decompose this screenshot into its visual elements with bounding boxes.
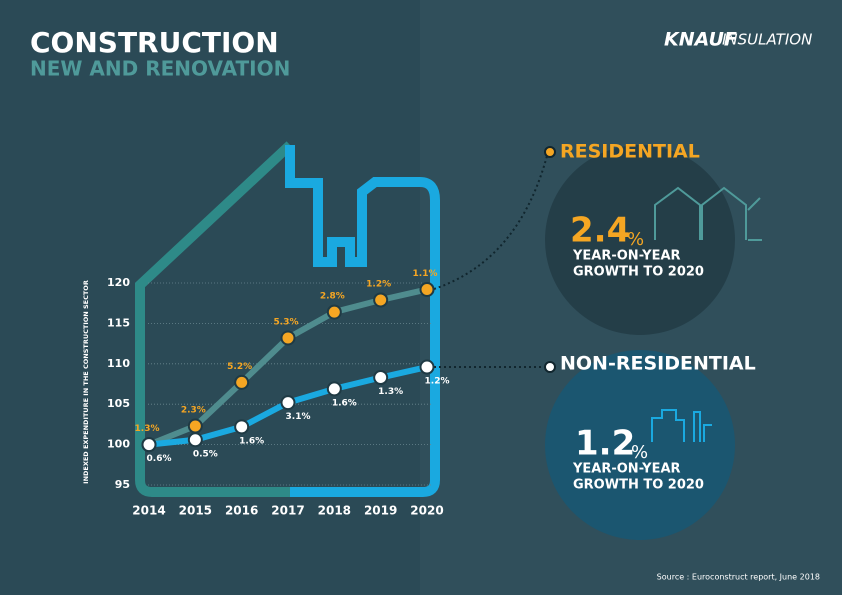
- y-axis-label: INDEXED EXPENDITURE IN THE CONSTRUCTION …: [82, 280, 90, 484]
- point-label: 1.6%: [239, 436, 264, 446]
- non-residential-circle: [545, 350, 735, 540]
- data-point: [234, 419, 250, 435]
- bullet: [544, 146, 556, 158]
- connector: [433, 151, 549, 290]
- data-point: [373, 370, 389, 386]
- legend-label: NON-RESIDENTIAL: [560, 353, 756, 375]
- data-point: [419, 359, 435, 375]
- y-tick-label: 95: [115, 478, 130, 491]
- point-label: 1.1%: [413, 269, 438, 279]
- growth-text: GROWTH TO 2020: [573, 265, 704, 280]
- y-tick-label: 110: [107, 357, 130, 370]
- point-label: 2.8%: [320, 292, 345, 302]
- growth-unit: %: [631, 442, 648, 463]
- bullet: [544, 361, 556, 373]
- growth-unit: %: [627, 229, 644, 250]
- growth-value: 2.4: [570, 211, 630, 251]
- point-label: 5.3%: [274, 317, 299, 327]
- data-point: [419, 281, 435, 297]
- growth-value: 1.2: [575, 424, 635, 464]
- x-tick-label: 2014: [132, 504, 165, 518]
- source: Source : Euroconstruct report, June 2018: [657, 573, 820, 582]
- data-point: [326, 304, 342, 320]
- house-outline-right: [285, 145, 440, 497]
- legend-label: RESIDENTIAL: [560, 141, 700, 163]
- title: CONSTRUCTION: [30, 26, 279, 59]
- point-label: 2.3%: [181, 406, 206, 416]
- growth-text: YEAR-ON-YEAR: [572, 249, 681, 264]
- data-point: [280, 330, 296, 346]
- data-point: [234, 374, 250, 390]
- data-point: [187, 432, 203, 448]
- data-point: [326, 381, 342, 397]
- point-label: 3.1%: [286, 412, 311, 422]
- growth-text: YEAR-ON-YEAR: [572, 462, 681, 477]
- house-outline-left: [135, 141, 294, 497]
- data-point: [280, 395, 296, 411]
- y-tick-label: 100: [107, 438, 130, 451]
- point-label: 5.2%: [227, 362, 252, 372]
- point-label: 1.2%: [366, 279, 391, 289]
- logo-brand: KNAUF: [664, 29, 737, 51]
- building-icons: [651, 409, 712, 442]
- data-point: [141, 437, 157, 453]
- data-point: [187, 418, 203, 434]
- logo-product: INSULATION: [722, 31, 812, 49]
- point-label: 1.6%: [332, 398, 357, 408]
- point-label: 1.3%: [135, 424, 160, 434]
- point-label: 0.5%: [193, 449, 218, 459]
- y-tick-label: 105: [107, 397, 130, 410]
- x-tick-label: 2018: [318, 504, 351, 518]
- point-label: 1.3%: [378, 387, 403, 397]
- y-tick-label: 120: [107, 276, 130, 289]
- house-icons: [654, 186, 762, 241]
- x-tick-label: 2020: [410, 504, 443, 518]
- residential-circle: [545, 145, 735, 335]
- growth-text: GROWTH TO 2020: [573, 478, 704, 493]
- data-point: [373, 292, 389, 308]
- subtitle: NEW AND RENOVATION: [30, 57, 290, 81]
- point-label: 0.6%: [147, 454, 172, 464]
- y-tick-label: 115: [107, 316, 130, 329]
- x-tick-label: 2015: [179, 504, 212, 518]
- x-tick-label: 2017: [271, 504, 304, 518]
- point-label: 1.2%: [425, 377, 450, 387]
- x-tick-label: 2016: [225, 504, 258, 518]
- x-tick-label: 2019: [364, 504, 397, 518]
